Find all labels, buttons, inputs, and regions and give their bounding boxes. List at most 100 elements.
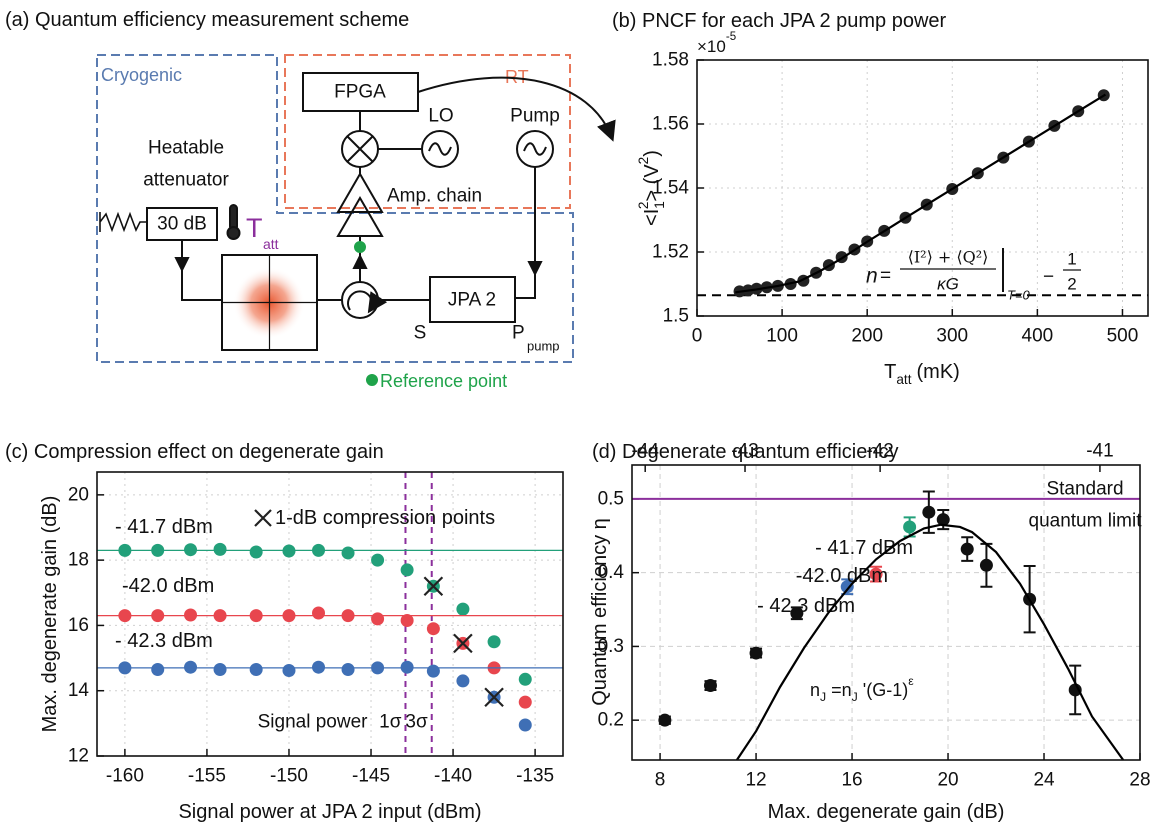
label-part: 2 (636, 202, 651, 210)
chart-title: (b) PNCF for each JPA 2 pump power (612, 10, 947, 32)
label-part: n (810, 680, 820, 700)
y-tick-label: 1.58 (652, 50, 689, 71)
y-tick-label: 16 (68, 615, 89, 636)
wire (181, 240, 222, 301)
data-point (487, 635, 501, 649)
x-tick-label: 12 (745, 770, 766, 791)
data-point (184, 608, 198, 622)
signal-power-title: Signal power (258, 712, 369, 733)
x-tick-label: 8 (655, 770, 666, 791)
x2-tick-label: -42 (866, 441, 893, 462)
data-point (249, 662, 263, 676)
label-part: ×10 (697, 37, 726, 56)
port-label: S (414, 323, 427, 344)
data-point (312, 606, 326, 620)
lo-source (421, 130, 459, 168)
data-point (1068, 683, 1082, 697)
attenuation-label: 30 dB (157, 214, 207, 235)
reference-label: Reference point (380, 371, 507, 391)
lo-label: LO (428, 106, 453, 127)
amplifier (336, 172, 384, 213)
data-point (282, 544, 296, 558)
diagram: (a) Quantum efficiency measurement schem… (5, 9, 616, 391)
data-point (922, 505, 936, 519)
label-part: T (884, 361, 896, 383)
equation-part: − (1043, 267, 1054, 288)
rt-region (284, 54, 571, 209)
label-part: ) (641, 150, 663, 157)
y-tick-label: 1.5 (663, 306, 689, 327)
data-point (518, 718, 532, 732)
chart-title: (d) Degenerate quantum efficiency (592, 441, 898, 463)
arrowhead (174, 257, 190, 273)
x-tick-label: 16 (841, 770, 862, 791)
data-point (426, 622, 440, 636)
x-tick-label: -160 (106, 766, 144, 787)
label-part: att (896, 372, 911, 387)
data-point (282, 663, 296, 677)
x-axis-label: Signal power at JPA 2 input (dBm) (178, 801, 481, 823)
data-point (960, 542, 974, 556)
attenuator-label: attenuator (143, 170, 229, 191)
fit-line (735, 93, 1107, 294)
x-tick-label: -145 (352, 766, 390, 787)
label-part: <I (641, 209, 663, 226)
label-part: J (820, 690, 826, 704)
y-tick-label: 0.4 (598, 562, 625, 583)
chart-title: (c) Compression effect on degenerate gai… (5, 441, 384, 463)
data-point (703, 679, 717, 693)
y-axis-label: Quantum efficiency η (589, 518, 611, 706)
data-point (790, 606, 804, 620)
x-tick-label: 300 (936, 326, 968, 347)
amplifier (336, 196, 384, 237)
y-tick-label: 14 (68, 680, 90, 701)
label-part: ε (908, 674, 914, 688)
fit-line (735, 523, 1125, 761)
y-tick-label: 20 (68, 484, 89, 505)
data-point (456, 602, 470, 616)
data-point (249, 545, 263, 559)
data-point (518, 695, 532, 709)
x-axis-label: Max. degenerate gain (dB) (768, 801, 1005, 823)
x-tick-label: 0 (692, 326, 703, 347)
data-point (312, 543, 326, 557)
region-label: RT (505, 67, 529, 87)
chart-panel: (b) PNCF for each JPA 2 pump power 0 100 20… (612, 10, 1149, 387)
sample-cross (222, 255, 317, 350)
jpa-label: JPA 2 (448, 290, 496, 311)
compression-marker (423, 576, 444, 597)
data-point (936, 513, 950, 527)
legend-label: 1-dB compression points (275, 507, 495, 529)
data-point (840, 580, 854, 594)
thermometer-bulb (226, 226, 241, 240)
series-label: - 41.7 dBm (115, 516, 213, 538)
series-label: - 41.7 dBm (815, 537, 913, 559)
circulator-arrow (347, 290, 388, 314)
y-axis-label: <I12> (V2) (636, 150, 667, 226)
x-tick-label: -140 (434, 766, 472, 787)
port-label: P (512, 323, 525, 344)
data-point (151, 662, 165, 676)
attenuator-label: Heatable (148, 138, 224, 159)
data-point (903, 520, 917, 534)
fit-formula: nJ =nJ '(G-1)ε (810, 674, 914, 704)
data-point (518, 672, 532, 686)
data-point (749, 646, 763, 660)
data-point (341, 546, 355, 560)
port-label-sub: pump (527, 339, 560, 354)
pump-wire (515, 167, 536, 299)
label-part: > (V (641, 164, 663, 202)
region-label: Cryogenic (101, 65, 182, 85)
x-tick-label: 20 (937, 770, 958, 791)
y-tick-label: 18 (68, 550, 89, 571)
equation-part: κG (937, 275, 959, 294)
data-point (400, 563, 414, 577)
equation-part: ⟨I²⟩ + ⟨Q²⟩ (908, 248, 989, 267)
data-point (118, 609, 132, 623)
data-point (456, 674, 470, 688)
data-point (371, 553, 385, 567)
pump-label: Pump (510, 106, 560, 127)
data-point (184, 660, 198, 674)
data-point (213, 542, 227, 556)
